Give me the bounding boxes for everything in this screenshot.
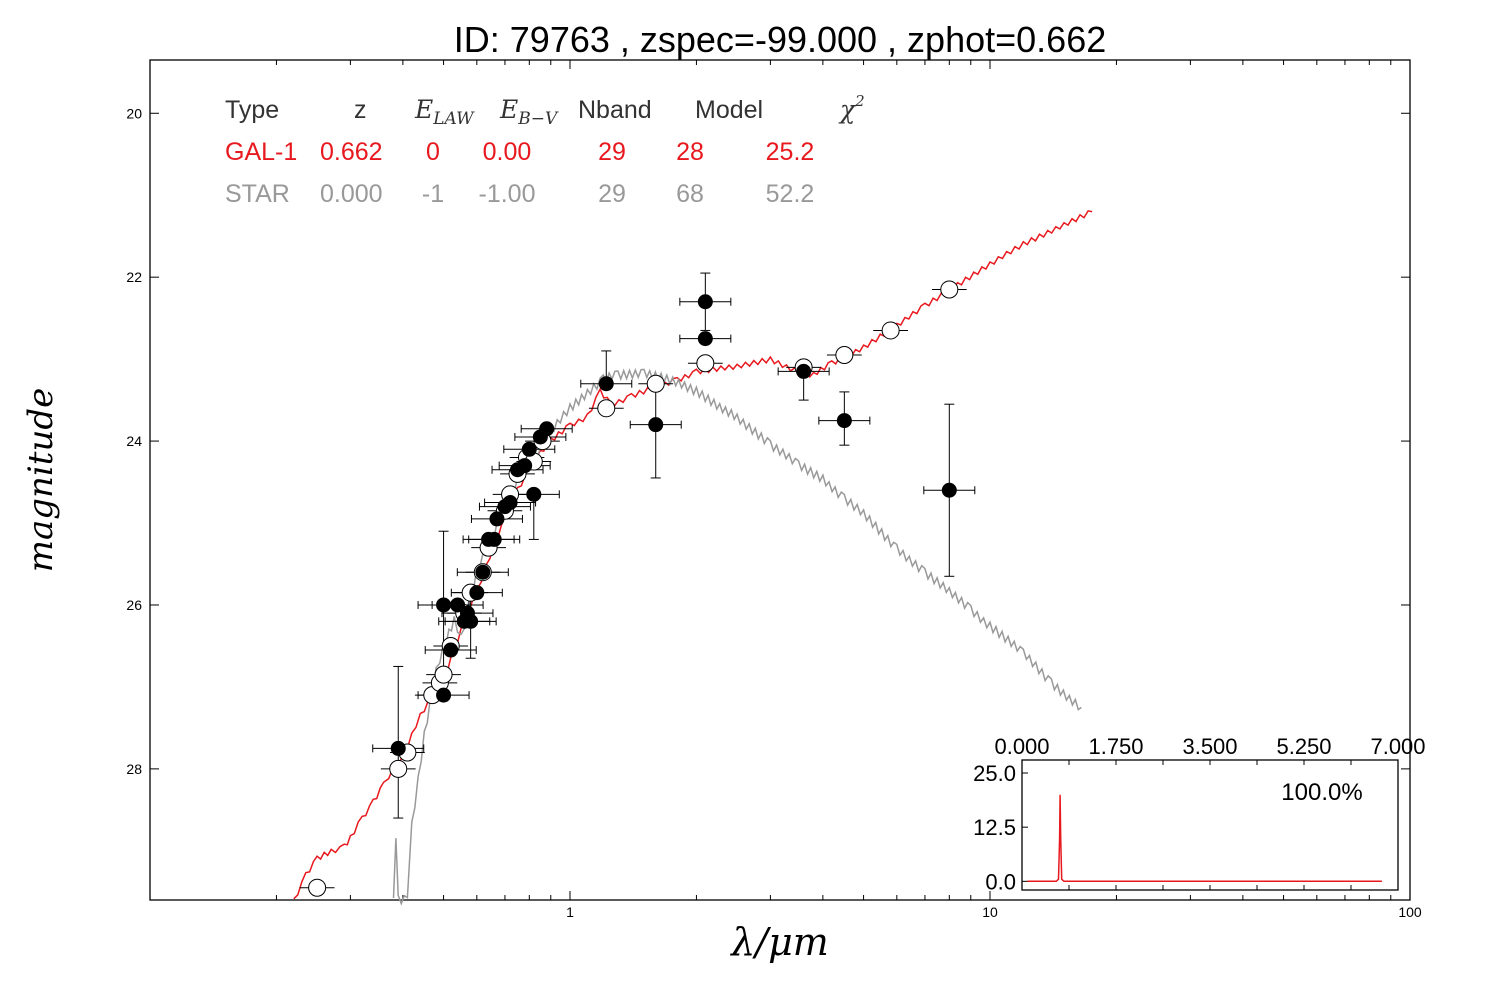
- y-tick-label: 22: [126, 269, 142, 285]
- x-tick-label: 1: [566, 904, 574, 920]
- filled-point: [502, 495, 518, 511]
- filled-point: [697, 294, 713, 310]
- fit-cell-gal-1: 29: [598, 138, 626, 166]
- redshift-pdf-inset: 0.000 1.750 3.500 5.250 7.000 25.0 12.5 0.0 100…: [973, 734, 1425, 894]
- filled-point: [443, 642, 459, 658]
- fit-cell-star: 0.000: [320, 180, 383, 208]
- inset-y-tick-label: 0.0: [985, 869, 1016, 894]
- filled-points: [390, 294, 957, 756]
- filled-point: [390, 740, 406, 756]
- header-nband: Nband: [578, 96, 652, 124]
- inset-pdf-line: [1027, 794, 1382, 883]
- fit-cell-star: 68: [676, 180, 704, 208]
- table-rows: GAL-1 0.662 0 0.00 29 28 25.2 STAR 0.000 -1 -1.00 2…: [225, 138, 814, 208]
- filled-point: [436, 597, 452, 613]
- open-point: [389, 759, 408, 778]
- y-tick-label: 28: [126, 761, 142, 777]
- open-point: [881, 321, 900, 340]
- series-layer: [293, 210, 1093, 906]
- fit-table: Type z ELAW EB−V Nband Model χ2 GAL-1 0.6…: [225, 92, 865, 208]
- fit-cell-star: 52.2: [766, 180, 815, 208]
- open-point: [646, 374, 665, 393]
- filled-point: [486, 531, 502, 547]
- header-ebv: EB−V: [499, 95, 559, 129]
- header-z: z: [354, 96, 367, 124]
- x-axis-label: λ/μm: [729, 920, 829, 964]
- header-elaw: ELAW: [414, 95, 475, 129]
- fit-cell-gal-1: 25.2: [766, 138, 815, 166]
- open-point: [940, 280, 959, 299]
- y-tick-label: 20: [126, 105, 142, 121]
- y-tick-label: 26: [126, 597, 142, 613]
- open-point: [835, 346, 854, 365]
- open-point: [696, 354, 715, 373]
- y-tick-label: 24: [126, 433, 142, 449]
- open-points: [299, 280, 967, 897]
- filled-point: [941, 482, 957, 498]
- inset-y-tick-label: 25.0: [973, 761, 1016, 786]
- fit-cell-gal-1: GAL-1: [225, 138, 297, 166]
- inset-probability-label: 100.0%: [1281, 779, 1362, 806]
- fit-cell-gal-1: 0.662: [320, 138, 383, 166]
- error-bars: [372, 272, 976, 819]
- filled-point: [521, 441, 537, 457]
- filled-point: [489, 511, 505, 527]
- filled-point: [598, 376, 614, 392]
- axis-ticks: 20 22 24 26 28 1 10 100: [126, 60, 1422, 920]
- filled-point: [697, 331, 713, 347]
- fit-cell-gal-1: 0.00: [483, 138, 532, 166]
- filled-point: [463, 613, 479, 629]
- filled-point: [436, 687, 452, 703]
- header-chi2: χ2: [838, 92, 865, 124]
- fit-cell-star: -1: [422, 180, 444, 208]
- inset-frame: [1021, 759, 1399, 891]
- fit-cell-star: -1.00: [479, 180, 536, 208]
- inset-x-tick-label: 7.000: [1370, 734, 1425, 759]
- inset-x-tick-label: 1.750: [1088, 734, 1143, 759]
- filled-point: [475, 564, 491, 580]
- filled-point: [526, 486, 542, 502]
- x-tick-label: 10: [982, 904, 998, 920]
- filled-point: [539, 421, 555, 437]
- plot-frame: [149, 59, 1411, 901]
- filled-point: [836, 413, 852, 429]
- inset-ticks: 0.000 1.750 3.500 5.250 7.000 25.0 12.5 0.0: [973, 734, 1425, 894]
- inset-x-tick-label: 0.000: [994, 734, 1049, 759]
- fit-cell-star: 29: [598, 180, 626, 208]
- inset-x-tick-label: 3.500: [1182, 734, 1237, 759]
- fit-cell-gal-1: 0: [426, 138, 440, 166]
- open-point: [434, 665, 453, 684]
- filled-point: [517, 458, 533, 474]
- header-model: Model: [695, 96, 763, 124]
- open-point: [597, 399, 616, 418]
- fit-cell-gal-1: 28: [676, 138, 704, 166]
- filled-point: [450, 597, 466, 613]
- filled-point: [469, 585, 485, 601]
- chart-title: ID: 79763 , zspec=-99.000 , zphot=0.662: [454, 19, 1106, 60]
- inset-y-tick-label: 12.5: [973, 815, 1016, 840]
- fit-cell-star: STAR: [225, 180, 290, 208]
- header-type: Type: [225, 96, 279, 124]
- open-point: [308, 878, 327, 897]
- filled-point: [648, 417, 664, 433]
- inset-x-tick-label: 5.250: [1276, 734, 1331, 759]
- y-axis-label: magnitude: [21, 388, 61, 573]
- filled-point: [796, 363, 812, 379]
- x-tick-label: 100: [1398, 904, 1422, 920]
- galaxy-model-line: [293, 210, 1093, 900]
